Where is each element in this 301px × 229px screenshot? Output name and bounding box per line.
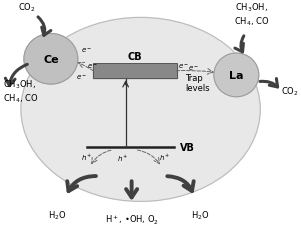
- Bar: [93, 68, 176, 69]
- FancyArrowPatch shape: [235, 37, 244, 53]
- Text: VB: VB: [179, 143, 194, 153]
- Bar: [93, 70, 176, 71]
- Text: H$_2$O: H$_2$O: [191, 209, 210, 221]
- Bar: [93, 78, 176, 79]
- Text: Trap
levels: Trap levels: [185, 73, 210, 93]
- Bar: [93, 65, 176, 66]
- Bar: [93, 64, 176, 79]
- FancyArrowPatch shape: [167, 176, 194, 191]
- Text: $e^-$: $e^-$: [178, 62, 189, 71]
- Bar: [93, 73, 176, 74]
- Text: CO$_2$: CO$_2$: [281, 85, 299, 98]
- FancyArrowPatch shape: [67, 176, 96, 191]
- Text: H$_2$O: H$_2$O: [48, 209, 66, 221]
- FancyArrowPatch shape: [260, 79, 278, 87]
- Text: CB: CB: [127, 52, 142, 61]
- Text: Ce: Ce: [43, 55, 59, 65]
- Bar: [93, 66, 176, 67]
- Text: $h^+$: $h^+$: [117, 153, 129, 164]
- Bar: [93, 76, 176, 77]
- Text: CH$_3$OH,
CH$_4$, CO: CH$_3$OH, CH$_4$, CO: [3, 78, 39, 105]
- Text: $e^-$: $e^-$: [87, 62, 98, 71]
- Circle shape: [21, 18, 260, 202]
- FancyArrowPatch shape: [38, 18, 51, 36]
- Text: $e^-$: $e^-$: [188, 64, 199, 73]
- Bar: [93, 71, 176, 72]
- FancyArrowPatch shape: [5, 65, 27, 86]
- Text: CO$_2$: CO$_2$: [18, 1, 36, 14]
- Ellipse shape: [24, 34, 78, 85]
- Bar: [93, 75, 176, 76]
- Text: H$^+$, •OH, O$_2$: H$^+$, •OH, O$_2$: [104, 213, 159, 226]
- Text: CH$_3$OH,
CH$_4$, CO: CH$_3$OH, CH$_4$, CO: [234, 1, 269, 28]
- Text: $e^-$: $e^-$: [81, 46, 92, 55]
- Text: La: La: [229, 71, 244, 81]
- FancyArrowPatch shape: [126, 181, 137, 198]
- Text: $h^+$: $h^+$: [81, 152, 92, 163]
- Ellipse shape: [214, 54, 259, 97]
- Text: $h^+$: $h^+$: [159, 152, 170, 163]
- Text: $e^-$: $e^-$: [76, 72, 87, 81]
